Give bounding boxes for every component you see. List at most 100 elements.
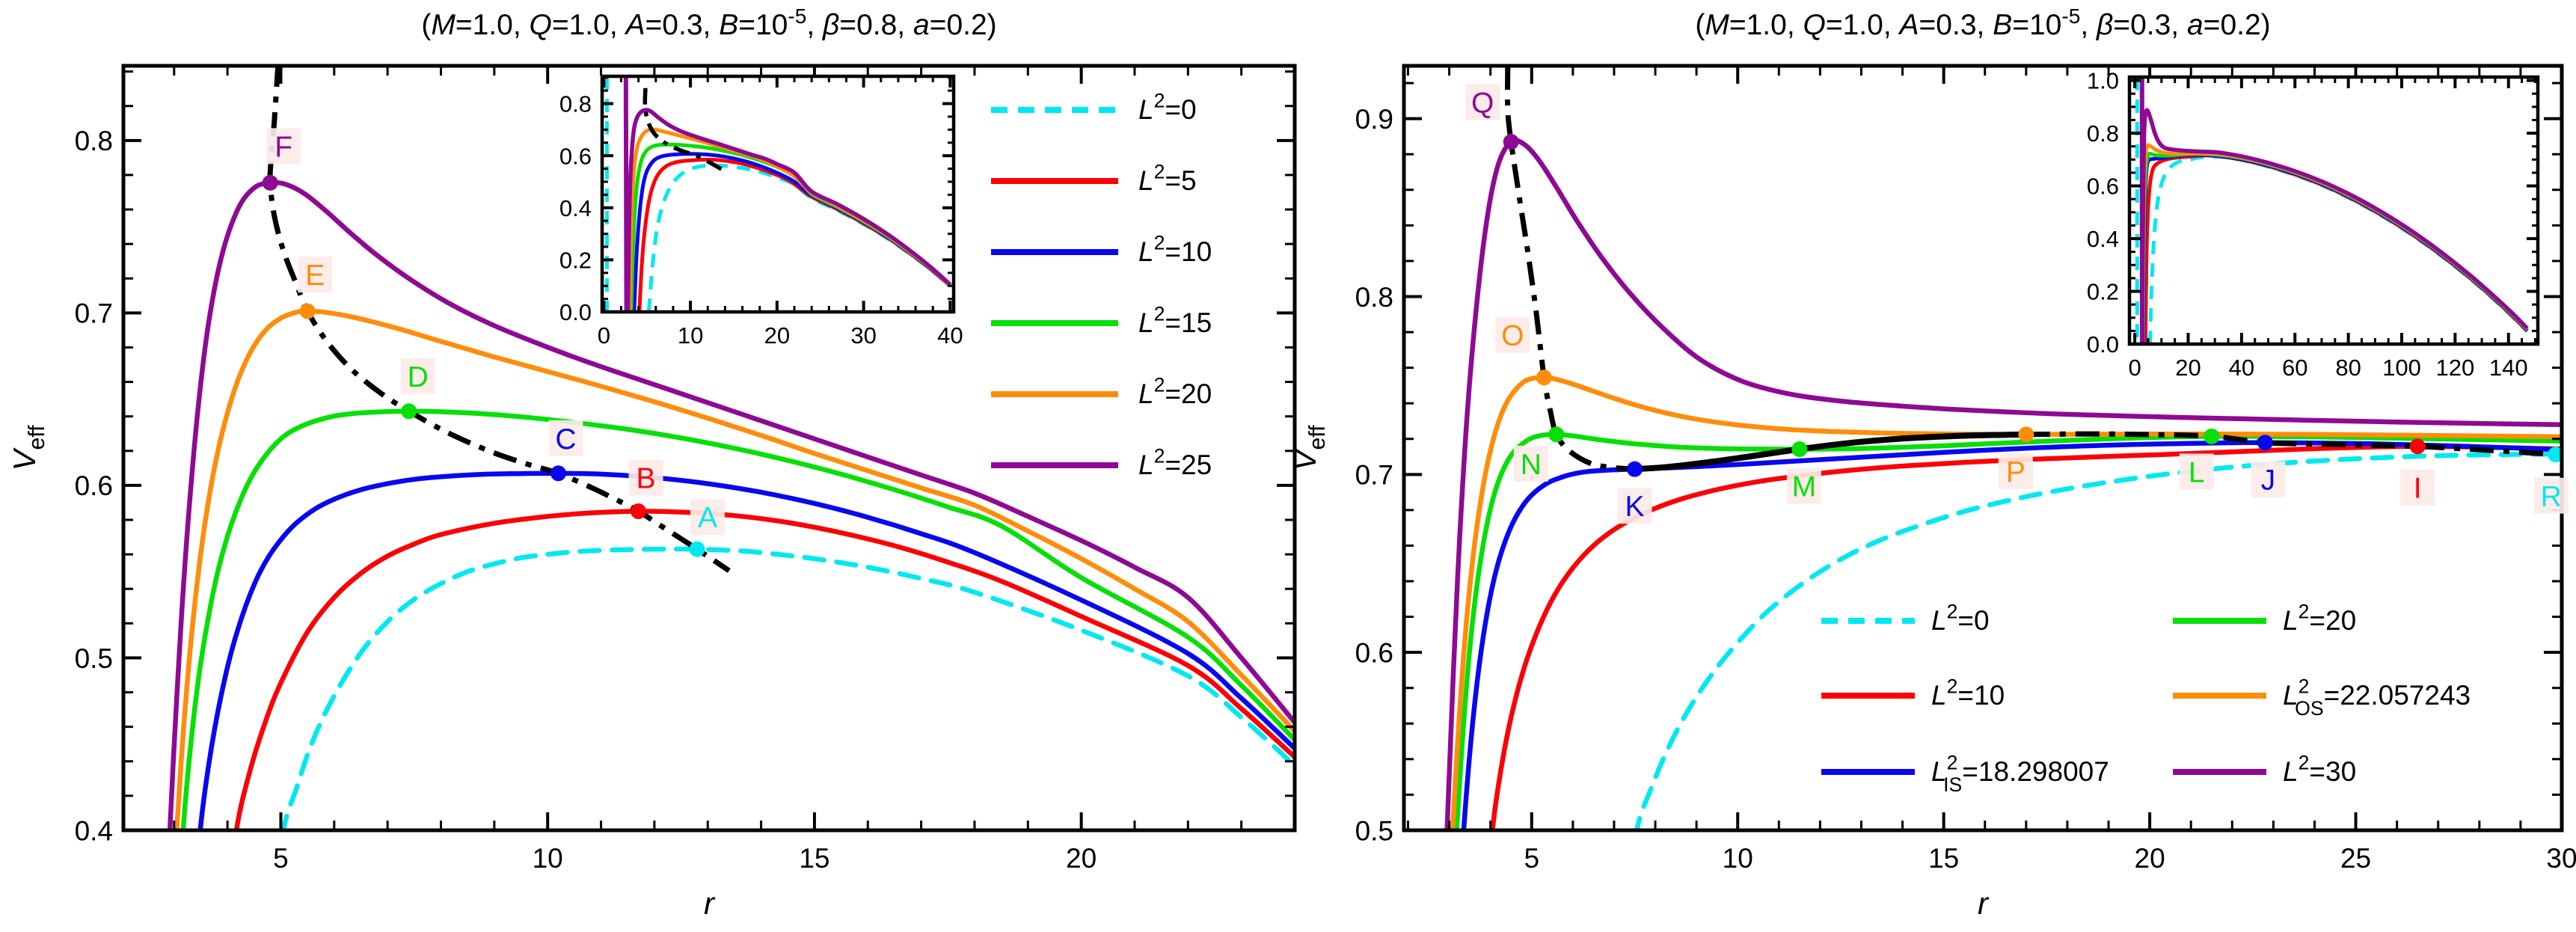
locus-upper (1504, 66, 1635, 472)
plot-title-right: (M=1.0, Q=1.0, A=0.3, B=10-5, β=0.3, a=0… (1695, 4, 2270, 42)
inset-axis-right-y-tick-label: 0.8 (2087, 120, 2119, 147)
legend-label-left-0-1: L2=5 (1138, 160, 1197, 196)
point-dot-B (630, 503, 646, 519)
point-dot-L (2204, 428, 2220, 444)
inset-axis-right-y-tick-label: 0.0 (2087, 331, 2119, 358)
legend-label-right-1-2: L2=30 (2283, 751, 2356, 787)
point-label-Q: Q (1471, 88, 1494, 120)
inset-axis-left-y-tick-label: 0.2 (559, 248, 592, 274)
point-label-bg-I (2400, 469, 2435, 506)
point-label-bg-L (2179, 453, 2214, 490)
point-label-K: K (1625, 491, 1644, 523)
legend-label-left-0-0: L2=0 (1138, 89, 1197, 125)
series-L2-25 (167, 180, 1295, 830)
point-dot-D (401, 403, 417, 420)
axis-right-x-tick-label: 15 (1928, 843, 1959, 874)
locus-lower (2025, 431, 2556, 458)
inset-axis-left-x-tick-label: 40 (937, 322, 963, 349)
axis-left-frame (121, 64, 1297, 833)
point-label-bg-J (2251, 461, 2286, 497)
inset-axis-left-x-tick-label: 10 (678, 322, 703, 349)
inset-curves (2135, 77, 2529, 344)
point-dot-E (299, 303, 316, 319)
legend-label-right-1-1: L2 OS=22.057243 (2283, 675, 2471, 720)
point-label-D: D (408, 361, 429, 393)
inset-series-w-purple (623, 76, 629, 312)
point-label-bg-K (1617, 488, 1652, 524)
axis-left-y-tick-label: 0.5 (75, 643, 113, 674)
series-L2-0 (280, 546, 1295, 830)
point-dot-K (1626, 461, 1643, 477)
inset-series-i-locus (643, 88, 723, 171)
point-label-L: L (2189, 456, 2205, 488)
point-label-bg-C (548, 420, 583, 456)
axis-left-y-tick-label: 0.4 (75, 815, 113, 846)
point-label-I: I (2414, 473, 2422, 505)
point-dot-F (262, 174, 278, 191)
inset-bg (2129, 77, 2538, 344)
point-dot-M (1791, 441, 1808, 458)
curves-left (167, 66, 1295, 830)
inset-left: 0 10 20 30 40 0.0 0.2 0.4 0.6 0.8 (559, 74, 963, 349)
inset-axis-right-x-tick-label: 140 (2489, 355, 2528, 381)
series-L2-30 (1444, 138, 2562, 830)
x-axis-label-left: r (704, 886, 716, 921)
axis-right-y-tick-label: 0.5 (1355, 815, 1393, 846)
x-axis-label-right: r (1978, 886, 1990, 921)
point-dot-A (689, 541, 705, 557)
inset-axis-left-x-tick-label: 20 (764, 322, 790, 349)
y-axis-label-left: Veff (7, 425, 49, 471)
series-L2-10 (197, 470, 1295, 830)
point-label-bg-F (266, 128, 301, 165)
inset-axis-right-y-tick-label: 0.6 (2087, 174, 2119, 200)
axis-left-y-tick-label: 0.8 (75, 126, 113, 156)
series-L2-5 (233, 509, 1295, 830)
locus-mid (1634, 431, 2026, 473)
point-dot-R (2548, 447, 2564, 463)
axis-right-frame (1402, 64, 2564, 833)
inset-axis-left-y-tick-label: 0.8 (559, 91, 592, 117)
series-L2-OS (1450, 375, 2562, 830)
plot-title-left: (M=1.0, Q=1.0, A=0.3, B=10-5, β=0.8, a=0… (421, 4, 996, 42)
axis-left-x-tick-label: 20 (1066, 843, 1097, 874)
axis-right-x-tick-label: 25 (2340, 843, 2371, 874)
point-label-bg-B (628, 459, 663, 496)
point-label-bg-M (1786, 467, 1821, 504)
inset-bg (602, 76, 954, 312)
point-label-bg-A (690, 499, 725, 536)
series-L2-15 (180, 408, 1295, 830)
y-axis-label-right: Veff (1287, 425, 1330, 471)
legend-label-left-0-2: L2=10 (1138, 231, 1212, 267)
legend-label-left-0-4: L2=20 (1138, 373, 1212, 409)
inset-axis-right-y-tick-label: 1.0 (2087, 68, 2119, 94)
inset-series-i-L2-25 (625, 108, 952, 312)
inset-axis-right-frame (2127, 75, 2540, 346)
legend-label-left-0-5: L2=25 (1138, 444, 1212, 480)
series-L2-20 (174, 308, 1295, 830)
point-label-C: C (555, 423, 576, 456)
legend-label-right-0-1: L2=10 (1931, 675, 2005, 711)
axis-right-y-tick-label: 0.9 (1355, 104, 1393, 135)
inset-axis-left-y-tick-label: 0.6 (559, 143, 592, 169)
inset-axis-left-frame (600, 74, 956, 314)
point-label-bg-O (1495, 316, 1530, 353)
point-dot-C (550, 465, 566, 482)
point-label-E: E (305, 260, 325, 292)
inset-axis-right-x-tick-label: 40 (2229, 355, 2254, 381)
inset-curves (604, 76, 952, 312)
point-dot-O (1536, 370, 1552, 386)
plot-right: 5 10 15 20 25 30 0.5 0.6 0.7 0.8 0.9 0 20 40 60 80 100 12… (1287, 4, 2576, 922)
point-label-bg-R (2533, 477, 2569, 514)
axis-left-x-tick-label: 5 (273, 843, 289, 874)
inset-axis-right-x-tick-label: 0 (2129, 355, 2141, 381)
axis-left-x-tick-label: 10 (533, 843, 563, 874)
inset-series-i-L2-30 (2140, 108, 2529, 344)
inset-right: 0 20 40 60 80 100 120 140 0.0 0.2 0.4 0.6 0.8 1.0 (2087, 68, 2540, 381)
inset-axis-right-y-tick-label: 0.4 (2087, 226, 2119, 252)
point-dot-N (1548, 426, 1565, 443)
point-label-O: O (1501, 320, 1524, 352)
axis-right-y-tick-label: 0.6 (1355, 637, 1393, 668)
point-label-bg-N (1513, 445, 1548, 482)
